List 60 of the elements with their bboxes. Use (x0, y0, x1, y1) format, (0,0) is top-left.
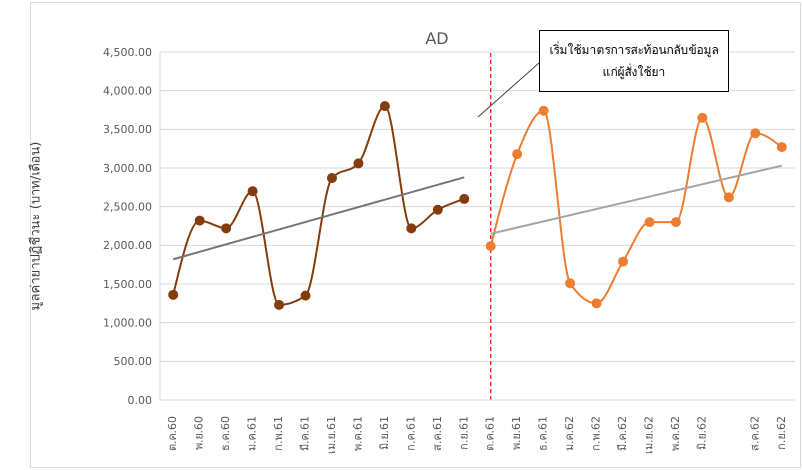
x-tick-label: มิ.ย.61 (378, 416, 391, 450)
point (512, 149, 522, 160)
x-tick-label: ก.พ.61 (272, 416, 286, 451)
point (670, 217, 681, 228)
point (432, 204, 443, 215)
x-tick-label: ส.ค.61 (430, 416, 444, 451)
x-tick-label: ต.ค.60 (166, 416, 180, 451)
y-tick-label: 0.00 (128, 394, 152, 407)
x-tick-label: ธ.ค.60 (219, 416, 232, 451)
y-tick-label: 1,500.00 (103, 278, 152, 291)
chart-title: AD (425, 29, 449, 48)
point (353, 158, 364, 168)
x-tick-label: ก.ค.61 (404, 416, 418, 451)
x-tick-label: ก.ย.62 (774, 416, 788, 450)
y-tick-label: 3,000.00 (103, 162, 152, 175)
y-tick-label: 4,000.00 (103, 84, 152, 98)
point (644, 217, 654, 228)
point (326, 173, 337, 184)
x-tick-label: ก.พ.62 (590, 416, 603, 451)
point (168, 290, 178, 300)
x-tick-label: มี.ค.62 (616, 416, 630, 451)
x-tick-label: มี.ค.61 (298, 416, 312, 451)
x-tick-label: ส.ค.62 (748, 416, 762, 451)
y-tick-label: 1,000.00 (103, 316, 152, 330)
x-tick-label: พ.ย.61 (510, 416, 524, 450)
point (221, 223, 232, 234)
point (194, 216, 205, 226)
x-tick-label: ม.ค.62 (563, 416, 576, 451)
point (592, 298, 602, 308)
point (406, 223, 416, 234)
point (697, 112, 708, 123)
y-tick-label: 3,500.00 (103, 123, 152, 136)
x-tick-label: เม.ย.61 (324, 416, 338, 454)
point (486, 241, 496, 252)
x-tick-label: ต.ค.61 (484, 416, 497, 451)
x-tick-label: พ.ค.61 (351, 416, 364, 451)
y-tick-label: 2,500.00 (103, 200, 152, 214)
x-tick-label: ธ.ค.61 (536, 416, 550, 451)
y-tick-label: 500.00 (114, 355, 152, 368)
annotation: เริ่มใช้มาตรการสะท้อนกลับข้อมูล แก่ผู้สั่งใช้ยา (539, 30, 729, 92)
y-axis-title: มูลค่ายาปฏิชีวนะ (บาท/เดือน) (28, 142, 44, 310)
point (300, 290, 311, 301)
point (538, 106, 549, 116)
point (274, 300, 284, 310)
point (724, 192, 734, 202)
point (565, 278, 576, 288)
x-tick-label: ก.ย.61 (457, 416, 470, 450)
x-tick-label: ม.ค.61 (246, 416, 259, 451)
point (776, 142, 787, 152)
y-tick-label: 4,500.00 (103, 46, 152, 59)
x-tick-label: พ.ค.62 (668, 416, 682, 451)
point (248, 186, 258, 196)
y-tick-label: 2,000.00 (103, 239, 152, 252)
point (618, 256, 628, 267)
x-tick-label: มิ.ย.62 (695, 416, 708, 450)
point (459, 194, 470, 204)
x-tick-label: เม.ย.62 (642, 416, 656, 454)
point (380, 101, 390, 112)
x-tick-label: พ.ย.60 (192, 416, 206, 450)
point (750, 128, 760, 138)
